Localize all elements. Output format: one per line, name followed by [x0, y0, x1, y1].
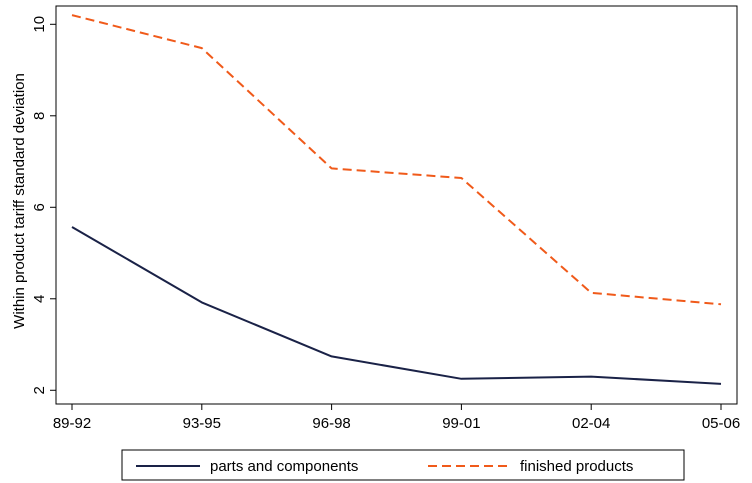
x-tick-label: 02-04 [572, 415, 610, 432]
x-axis: 89-92 93-95 96-98 99-01 02-04 05-06 [53, 404, 740, 432]
series-layer [71, 14, 722, 385]
legend-label-parts-and-components: parts and components [210, 458, 358, 475]
x-tick-label: 96-98 [312, 415, 350, 432]
legend-box [121, 449, 685, 481]
y-tick-label: 6 [31, 203, 48, 211]
legend-label-finished-products: finished products [520, 458, 633, 475]
y-tick-label: 10 [31, 16, 48, 33]
series-line-finished-products [71, 14, 722, 306]
y-tick-label: 4 [31, 295, 48, 303]
x-tick-label: 89-92 [53, 415, 91, 432]
plot-border [55, 5, 738, 405]
y-axis-title: Within product tariff standard deviation [11, 73, 28, 329]
x-tick-label: 99-01 [442, 415, 480, 432]
y-axis: 2 4 6 8 10 [31, 16, 56, 394]
x-tick-label: 93-95 [183, 415, 221, 432]
series-line-parts-and-components [71, 226, 722, 385]
x-tick-label: 05-06 [702, 415, 740, 432]
y-tick-label: 2 [31, 386, 48, 394]
y-tick-label: 8 [31, 112, 48, 120]
legend: parts and components finished products [121, 449, 685, 481]
plot-area [55, 5, 738, 405]
